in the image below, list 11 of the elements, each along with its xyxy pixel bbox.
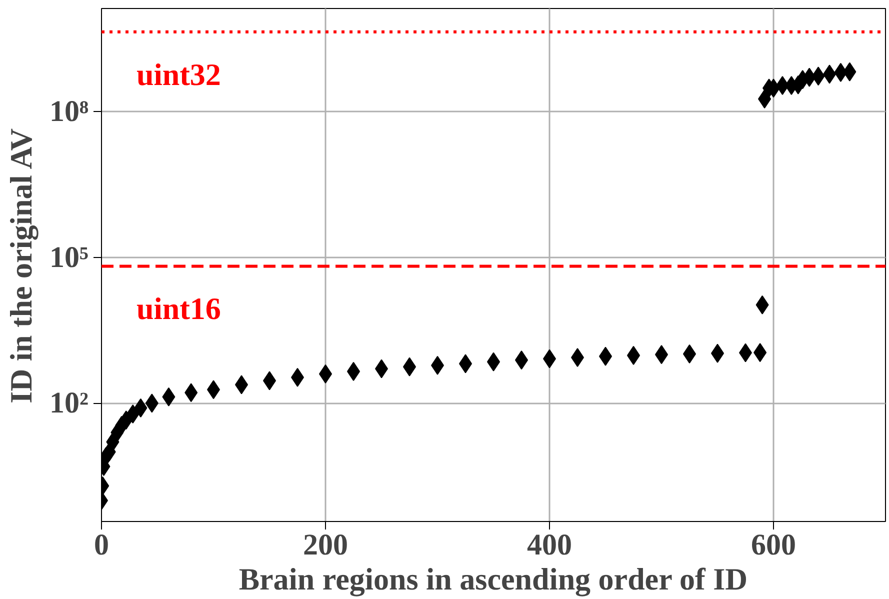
y-tick-label: 10² (50, 386, 89, 420)
y-axis-title: ID in the original AV (4, 128, 39, 404)
ref-line-label: uint16 (136, 291, 221, 326)
x-tick-label: 600 (751, 528, 796, 562)
x-tick-label: 400 (527, 528, 572, 562)
y-tick-label: 10⁵ (50, 240, 89, 274)
x-axis-title: Brain regions in ascending order of ID (238, 562, 748, 596)
ref-line-label: uint32 (136, 56, 221, 92)
x-tick-label: 0 (94, 528, 109, 562)
x-tick-label: 200 (303, 528, 348, 562)
y-tick-label: 10⁸ (50, 94, 89, 128)
